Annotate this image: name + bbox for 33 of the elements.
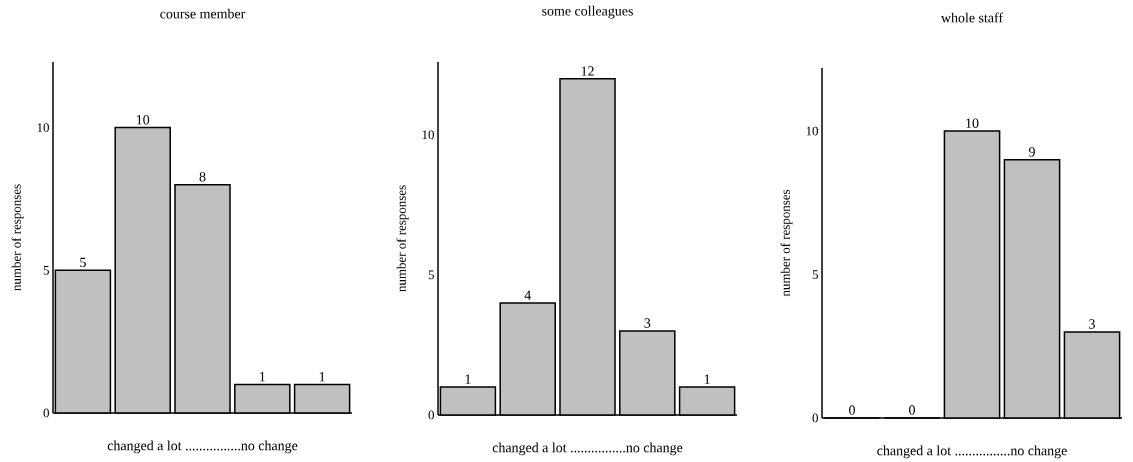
data-label: 10 [136,115,150,125]
x-axis-title: changed a lot ................no change [107,440,298,454]
data-label: 4 [524,290,531,300]
data-label: 1 [704,374,710,385]
chart-title: whole staff [940,12,1004,23]
data-label: 10 [966,118,979,129]
data-label: 9 [1028,147,1035,157]
y-tick-label: 5 [428,270,434,280]
y-tick-label: 5 [43,266,49,275]
data-label: 5 [80,258,86,268]
x-axis-title: changed a lot ................no change [877,445,1067,459]
y-axis-title: number of responses [11,184,24,292]
y-tick-label: 10 [422,130,434,140]
data-label: 0 [909,405,915,416]
data-label: 1 [465,374,471,385]
y-tick-label: 10 [37,123,49,133]
data-label: 12 [581,66,594,76]
x-axis-title: changed a lot ................no change [492,442,683,456]
y-tick-label: 0 [43,408,49,418]
y-tick-label: 10 [806,126,818,136]
data-label: 3 [644,318,651,328]
y-axis-title: number of responses [396,185,409,293]
chart-title: course member [160,8,246,19]
y-tick-label: 5 [812,270,818,280]
chart-title: some colleagues [542,6,633,19]
data-label: 1 [260,372,265,382]
y-tick-label: 0 [812,413,818,423]
data-label: 3 [1089,319,1095,329]
data-label: 8 [199,172,206,182]
data-label: 0 [849,405,855,416]
y-tick-label: 0 [428,410,434,420]
y-axis-title: number of responses [780,190,793,297]
data-label: 1 [319,372,325,382]
